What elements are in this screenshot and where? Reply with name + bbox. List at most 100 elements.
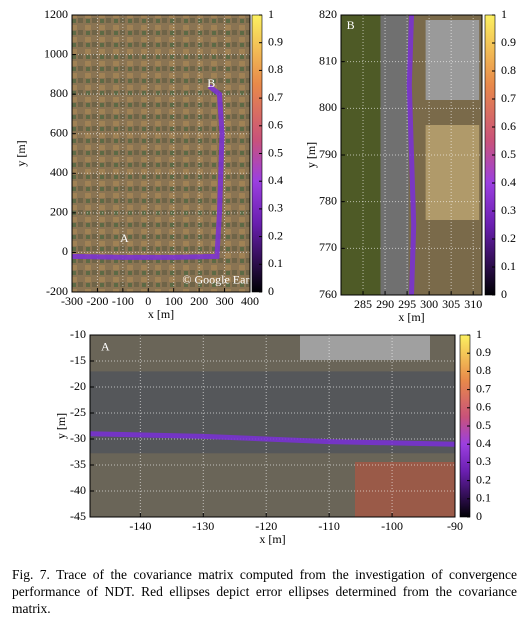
colorbar-tick-label: 0.7 xyxy=(268,90,283,104)
x-tick-label: -300 xyxy=(61,294,83,308)
y-tick-label: -25 xyxy=(70,405,86,419)
x-tick-label: 300 xyxy=(420,297,438,311)
colorbar-tick-label: 0.2 xyxy=(476,472,491,486)
colorbar-tick-label: 0.5 xyxy=(476,418,491,432)
x-axis-label: x [m] xyxy=(398,310,424,324)
y-tick-label: -200 xyxy=(46,284,68,298)
colorbar-tick-label: 0.8 xyxy=(501,63,516,77)
y-axis-label: y [m] xyxy=(54,413,68,439)
y-tick-label: 790 xyxy=(319,147,337,161)
colorbar-tick-label: 0 xyxy=(476,509,482,523)
colorbar-tick-label: 0.6 xyxy=(501,119,516,133)
colorbar-tick-label: 0.2 xyxy=(268,228,283,242)
x-tick-label: -100 xyxy=(381,519,403,533)
y-tick-label: -15 xyxy=(70,353,86,367)
annotation: A xyxy=(101,339,110,353)
colorbar-tick-label: 1 xyxy=(268,7,274,21)
y-tick-label: -45 xyxy=(70,509,86,523)
x-tick-label: -110 xyxy=(318,519,340,533)
colorbar-tick-label: 0.8 xyxy=(476,363,491,377)
colorbar-tick-label: 0.1 xyxy=(476,491,491,505)
annotation: B xyxy=(207,76,215,90)
colorbar-tick-label: 0.5 xyxy=(501,147,516,161)
colorbar-tick-label: 0.6 xyxy=(476,400,491,414)
colorbar-tick-label: 0.5 xyxy=(268,145,283,159)
x-tick-label: 200 xyxy=(190,294,208,308)
colorbar-tick-label: 0.4 xyxy=(476,436,491,450)
x-tick-label: 0 xyxy=(145,294,151,308)
x-tick-label: 290 xyxy=(376,297,394,311)
y-tick-label: 820 xyxy=(319,7,337,21)
x-tick-label: -130 xyxy=(192,519,214,533)
y-tick-label: 760 xyxy=(319,287,337,301)
plot-frame xyxy=(340,14,483,296)
y-tick-label: 600 xyxy=(50,125,68,139)
y-tick-label: -20 xyxy=(70,379,86,393)
colorbar-tick-label: 1 xyxy=(501,7,507,21)
trace xyxy=(406,14,417,296)
x-tick-label: 285 xyxy=(354,297,372,311)
x-axis-label: x [m] xyxy=(259,532,285,546)
annotation: B xyxy=(347,18,355,32)
trace xyxy=(89,431,456,447)
y-tick-label: 1000 xyxy=(44,46,68,60)
x-tick-label: -90 xyxy=(447,519,463,533)
y-tick-label: -10 xyxy=(70,327,86,341)
colorbar-tick-label: 0 xyxy=(268,284,274,298)
x-tick-label: 400 xyxy=(241,294,259,308)
field xyxy=(425,125,480,220)
colorbar-tick-label: 0.6 xyxy=(268,118,283,132)
building xyxy=(355,462,455,517)
colorbar-tick-label: 0.3 xyxy=(476,454,491,468)
y-tick-label: 780 xyxy=(319,193,337,207)
y-tick-label: 1200 xyxy=(44,7,68,21)
colorbar-tick-label: 0.4 xyxy=(501,175,516,189)
building xyxy=(300,335,430,360)
road xyxy=(380,15,409,295)
x-tick-label: 305 xyxy=(442,297,460,311)
colorbar-tick-label: 0.8 xyxy=(268,62,283,76)
y-tick-label: 800 xyxy=(319,100,337,114)
figure: -300 -200 -100 0 100 200 300 400-20002004006008… xyxy=(14,7,516,546)
colorbar-tick-label: 1 xyxy=(476,327,482,341)
colorbar-tick-label: 0.7 xyxy=(476,381,491,395)
colorbar-tick-label: 0.9 xyxy=(476,345,491,359)
y-tick-label: 400 xyxy=(50,165,68,179)
colorbar-tick-label: 0.9 xyxy=(268,34,283,48)
x-axis-label: x [m] xyxy=(148,307,174,321)
y-tick-label: 810 xyxy=(319,53,337,67)
x-tick-label: -100 xyxy=(112,294,134,308)
y-tick-label: 770 xyxy=(319,240,337,254)
y-axis-label: y [m] xyxy=(14,140,28,166)
x-tick-label: 100 xyxy=(165,294,183,308)
y-tick-label: -35 xyxy=(70,457,86,471)
colorbar-tick-label: 0.3 xyxy=(268,201,283,215)
colorbar-tick-label: 0.1 xyxy=(501,259,516,273)
y-axis-label: y [m] xyxy=(304,142,318,168)
trace xyxy=(71,84,225,260)
colorbar-tick-label: 0.9 xyxy=(501,35,516,49)
colorbar-tick-label: 0.4 xyxy=(268,173,283,187)
colorbar-tick-label: 0.2 xyxy=(501,231,516,245)
colorbar-tick-label: 0.3 xyxy=(501,203,516,217)
y-tick-label: -40 xyxy=(70,483,86,497)
x-tick-label: 310 xyxy=(464,297,482,311)
x-tick-label: -120 xyxy=(255,519,277,533)
plot-frame xyxy=(89,334,456,518)
colorbar-tick-label: 0.1 xyxy=(268,256,283,270)
caption: Fig. 7. Trace of the covariance matrix c… xyxy=(12,567,517,616)
y-tick-label: -30 xyxy=(70,431,86,445)
x-tick-label: 295 xyxy=(398,297,416,311)
annotation: A xyxy=(120,231,129,245)
x-tick-label: 300 xyxy=(216,294,234,308)
x-tick-label: -200 xyxy=(86,294,108,308)
y-tick-label: 200 xyxy=(50,205,68,219)
annotation: © Google Earth xyxy=(182,273,258,287)
x-tick-label: -140 xyxy=(129,519,151,533)
colorbar-tick-label: 0 xyxy=(501,287,507,301)
building xyxy=(425,20,480,100)
y-tick-label: 0 xyxy=(62,244,68,258)
y-tick-label: 800 xyxy=(50,86,68,100)
plot-frame xyxy=(71,14,251,293)
